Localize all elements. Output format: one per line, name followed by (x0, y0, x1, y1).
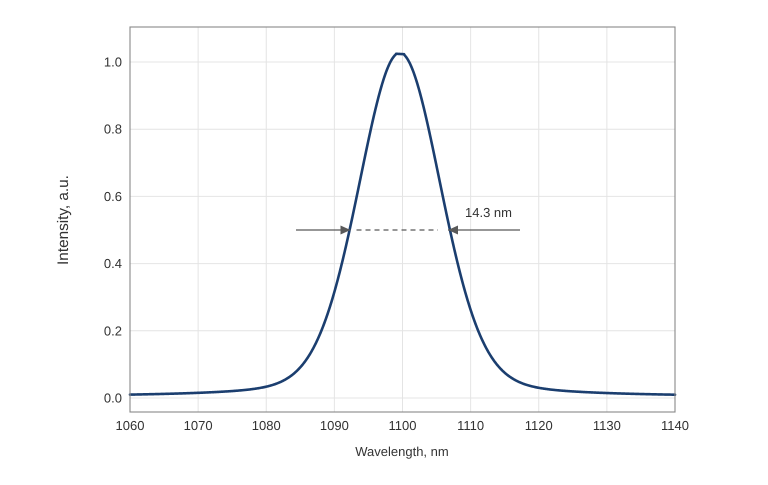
svg-text:0.4: 0.4 (104, 256, 122, 271)
svg-text:1.0: 1.0 (104, 55, 122, 70)
svg-text:0.8: 0.8 (104, 122, 122, 137)
svg-text:1110: 1110 (457, 418, 484, 433)
svg-text:1080: 1080 (252, 418, 281, 433)
svg-text:1120: 1120 (525, 418, 553, 433)
svg-text:Wavelength, nm: Wavelength, nm (355, 444, 448, 459)
svg-text:1090: 1090 (320, 418, 349, 433)
svg-text:1140: 1140 (661, 418, 689, 433)
svg-text:1060: 1060 (116, 418, 145, 433)
svg-text:0.2: 0.2 (104, 323, 122, 338)
svg-text:1130: 1130 (593, 418, 621, 433)
svg-text:Intensity, a.u.: Intensity, a.u. (55, 175, 72, 265)
svg-text:14.3 nm: 14.3 nm (465, 205, 512, 220)
svg-text:0.6: 0.6 (104, 189, 122, 204)
svg-text:1070: 1070 (184, 418, 213, 433)
svg-text:1100: 1100 (389, 418, 417, 433)
svg-text:0.0: 0.0 (104, 391, 122, 406)
